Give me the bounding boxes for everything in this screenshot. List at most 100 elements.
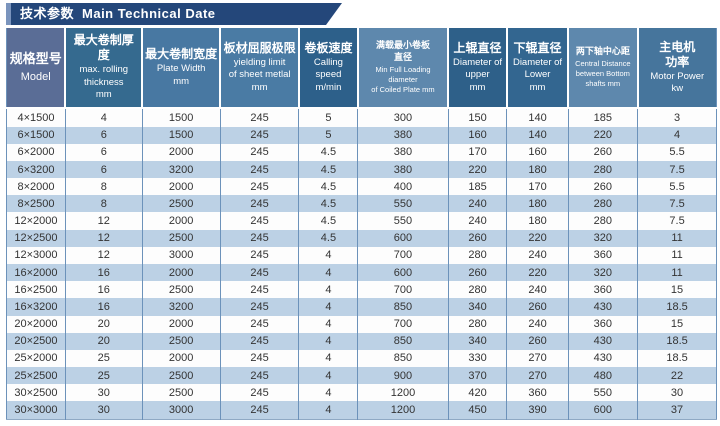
- column-header: 板材屈服极限 yielding limit of sheet metlal mm: [220, 28, 300, 109]
- table-cell: 240: [448, 195, 508, 213]
- table-cell: 4: [673, 129, 681, 142]
- table-cell: 280: [448, 315, 508, 333]
- column-header-zh: 卷板速度: [304, 40, 353, 55]
- table-cell: 340: [448, 298, 508, 316]
- table-cell: 360: [568, 281, 639, 299]
- table-cell: 11: [671, 232, 683, 245]
- table-cell: 25: [65, 349, 143, 368]
- table-cell: 245: [220, 332, 300, 350]
- table-cell: 7.5: [669, 163, 685, 176]
- table-cell: 400: [357, 178, 449, 196]
- table-cell: 270: [506, 367, 569, 385]
- table-cell: 12: [65, 229, 143, 247]
- table-cell: 430: [568, 349, 639, 368]
- table-cell: 245: [220, 229, 300, 247]
- table-cell: 1200: [357, 401, 449, 420]
- table-cell: 16: [65, 281, 143, 299]
- table-cell: 2500: [142, 195, 221, 213]
- table-cell: 2500: [142, 229, 221, 247]
- table-cell: 180: [506, 195, 569, 213]
- table-cell: 5: [298, 108, 359, 127]
- table-row: 16×3200 16 3200 245 4 850 340 260 430 18.5: [6, 298, 717, 316]
- column-header-zh: 最大卷制宽度: [145, 47, 218, 62]
- table-cell: 245: [220, 108, 300, 127]
- table-cell: 245: [220, 263, 300, 282]
- table-cell: 245: [220, 212, 300, 230]
- table-cell: 240: [506, 246, 569, 264]
- table-cell: 550: [357, 212, 449, 230]
- table-cell: 3000: [142, 246, 221, 264]
- table-cell: 240: [506, 281, 569, 299]
- table-cell: 20×2500: [6, 332, 66, 350]
- table-cell: 16×2000: [6, 263, 66, 282]
- column-header-en: max. rolling thickness mm: [79, 64, 129, 101]
- table-cell: 8×2500: [6, 195, 66, 213]
- table-cell: 4.5: [298, 229, 359, 247]
- table-cell: 245: [220, 178, 300, 196]
- table-cell: 4: [298, 315, 359, 333]
- table-cell: 12×2000: [6, 212, 66, 230]
- table-cell: 20: [65, 332, 143, 350]
- table-cell: 260: [448, 229, 508, 247]
- table-cell: 3000: [142, 401, 221, 420]
- table-cell: 260: [568, 178, 639, 196]
- table-cell: 150: [448, 108, 508, 127]
- table-row: 8×2500 8 2500 245 4.5 550 240 180 280 7.5: [6, 195, 717, 213]
- table-cell: 8: [65, 178, 143, 196]
- table-cell: 140: [506, 108, 569, 127]
- table-cell: 30×2500: [6, 384, 66, 402]
- table-cell: 185: [448, 178, 508, 196]
- table-cell: 245: [220, 246, 300, 264]
- table-cell: 600: [357, 263, 449, 282]
- table-cell: 12: [65, 212, 143, 230]
- table-cell: 30: [65, 384, 143, 402]
- column-header-zh: 上辊直径: [453, 40, 502, 55]
- table-cell: 280: [448, 281, 508, 299]
- table-cell: 240: [506, 315, 569, 333]
- table-cell: 6: [65, 143, 143, 161]
- column-header-zh: 主电机 功率: [659, 39, 696, 69]
- table-row: 12×2500 12 2500 245 4.5 600 260 220 320 11: [6, 229, 717, 247]
- table-cell: 4: [298, 332, 359, 350]
- table-cell: 480: [568, 367, 639, 385]
- table-cell: 380: [357, 126, 449, 144]
- table-cell: 4.5: [298, 178, 359, 196]
- table-cell: 420: [448, 384, 508, 402]
- table-cell: 1200: [357, 384, 449, 402]
- table-cell: 6×3200: [6, 160, 66, 179]
- table-cell: 245: [220, 315, 300, 333]
- column-header-zh: 板材屈服极限: [223, 40, 296, 55]
- column-header: 下辊直径 Diameter of Lower mm: [506, 28, 570, 109]
- table-cell: 550: [357, 195, 449, 213]
- table-cell: 4: [298, 401, 359, 420]
- spec-table: 规格型号 Model 最大卷制厚度 max. rolling thickness mm…: [6, 28, 717, 420]
- table-row: 16×2000 16 2000 245 4 600 260 220 320 11: [6, 263, 717, 282]
- table-cell: 6×1500: [6, 126, 66, 144]
- table-cell: 245: [220, 367, 300, 385]
- table-cell: 4: [298, 298, 359, 316]
- column-header: 最大卷制厚度 max. rolling thickness mm: [65, 28, 144, 109]
- table-cell: 16×3200: [6, 298, 66, 316]
- table-cell: 170: [506, 178, 569, 196]
- table-cell: 18.5: [666, 300, 688, 313]
- table-cell: 4: [298, 263, 359, 282]
- table-cell: 18.5: [666, 335, 688, 348]
- table-cell: 280: [568, 160, 639, 179]
- table-cell: 700: [357, 315, 449, 333]
- table-row: 12×2000 12 2000 245 4.5 550 240 180 280 7.5: [6, 212, 717, 230]
- table-cell: 16×2500: [6, 281, 66, 299]
- table-row: 25×2000 25 2000 245 4 850 330 270 430 18.5: [6, 349, 717, 368]
- table-cell: 450: [448, 401, 508, 420]
- table-cell: 20×2000: [6, 315, 66, 333]
- table-cell: 360: [568, 246, 639, 264]
- table-cell: 360: [568, 315, 639, 333]
- table-cell: 140: [506, 126, 569, 144]
- table-cell: 430: [568, 298, 639, 316]
- table-cell: 280: [448, 246, 508, 264]
- column-header-en: Diameter of Lower mm: [512, 56, 563, 93]
- table-cell: 7.5: [669, 215, 685, 228]
- column-header: 上辊直径 Diameter of upper mm: [448, 28, 508, 109]
- table-cell: 2000: [142, 349, 221, 368]
- table-cell: 8: [65, 195, 143, 213]
